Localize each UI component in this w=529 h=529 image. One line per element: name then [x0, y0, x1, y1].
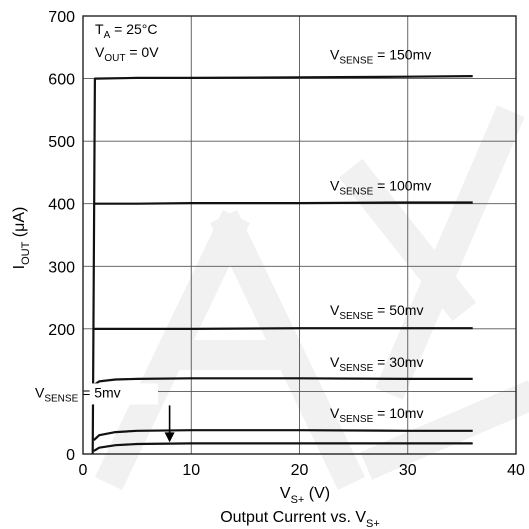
watermark — [94, 105, 529, 491]
series-line-vsense-10mv — [93, 429, 473, 442]
y-tick-label: 500 — [48, 134, 75, 151]
y-tick-label: 300 — [48, 259, 75, 276]
x-axis-label: VS+ (V) — [280, 485, 330, 506]
series-label-text: VSENSE = 150mv — [330, 47, 431, 67]
x-tick-label: 40 — [507, 462, 525, 479]
series-labels: VSENSE = 150mv VSENSE = 100mv VSENSE = 50m… — [31, 47, 431, 443]
y-tick-label: 700 — [48, 9, 75, 26]
series-label-vsense-50mv: VSENSE = 50mv — [330, 302, 423, 322]
series-lines — [91, 75, 473, 455]
series-label-text: VSENSE = 10mv — [330, 405, 423, 425]
series-label-vsense-10mv: VSENSE = 10mv — [330, 405, 423, 425]
series-label-vsense-100mv: VSENSE = 100mv — [330, 178, 431, 198]
series-line-vsense-30mv — [93, 377, 473, 387]
y-tick-label: 0 — [66, 447, 75, 464]
vout-condition: VOUT = 0V — [95, 44, 159, 64]
x-tick-label: 0 — [79, 462, 88, 479]
x-tick-label: 10 — [182, 462, 200, 479]
temperature-condition: TA = 25°C — [95, 21, 157, 41]
series-line-vsense-5mv — [93, 442, 473, 452]
series-label-text: VSENSE = 100mv — [330, 178, 431, 198]
annotation-arrow-head — [164, 432, 175, 443]
x-tick-label: 20 — [291, 462, 309, 479]
plot-frame — [82, 15, 517, 455]
series-label-vsense-150mv: VSENSE = 150mv — [330, 47, 431, 67]
series-label-text: VSENSE = 50mv — [330, 302, 423, 322]
label-background — [31, 383, 158, 405]
series-line-vsense-50mv — [93, 327, 473, 330]
series-line-vsense-150mv — [91, 75, 473, 455]
series-label-text: VSENSE = 30mv — [330, 354, 423, 374]
y-tick-label: 400 — [48, 197, 75, 214]
series-label-vsense-5mv: VSENSE = 5mv — [31, 383, 158, 405]
series-line-vsense-100mv — [93, 201, 473, 205]
y-tick-label: 600 — [48, 72, 75, 89]
figure-caption: Output Current vs. VS+ — [220, 509, 380, 529]
x-tick-label: 30 — [399, 462, 417, 479]
y-tick-label: 200 — [48, 322, 75, 339]
series-label-vsense-30mv: VSENSE = 30mv — [330, 354, 423, 374]
series-label-text: VSENSE = 5mv — [35, 384, 121, 404]
y-axis-label: IOUT (μA) — [11, 207, 32, 270]
